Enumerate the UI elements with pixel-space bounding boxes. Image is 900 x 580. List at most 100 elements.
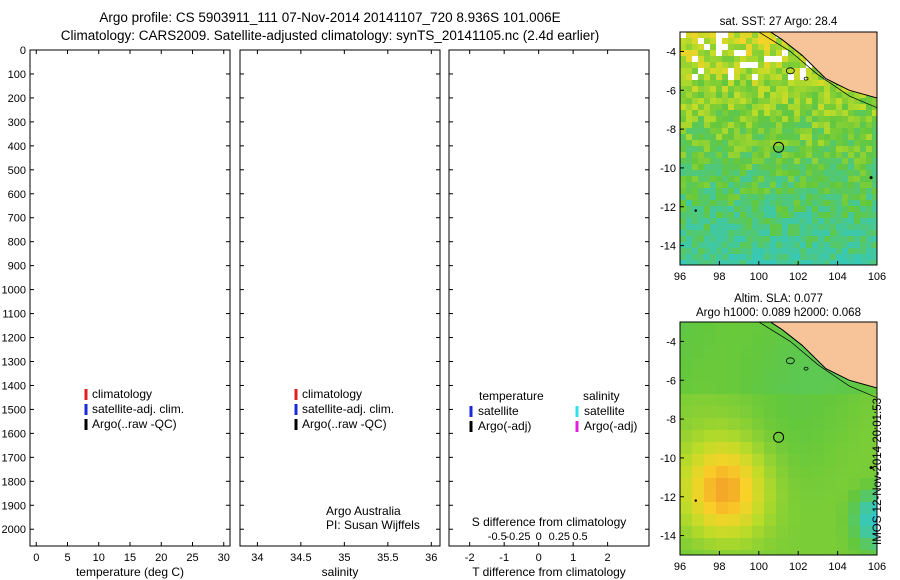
map-cell [752,170,759,177]
map-cell [710,98,717,105]
map-cell [836,394,849,407]
map-cell [764,110,771,117]
map-cell [776,110,783,117]
map-cell [824,254,831,261]
map-cell [746,260,753,265]
map-cell [842,152,849,159]
map-cell [734,170,741,177]
map-cell [752,242,759,249]
map-cell [704,140,711,147]
map-cell [698,248,705,255]
map-cell [752,176,759,183]
map-cell [866,176,873,183]
map-cell [770,74,777,81]
map-cell [764,254,771,261]
map-cell [716,146,723,153]
map-cell [770,98,777,105]
map-cell [824,194,831,201]
map-cell [752,382,765,395]
map-cell [848,212,855,219]
map-cell [860,514,873,527]
map-cell [680,116,687,123]
map-cell [776,80,783,87]
salinity-axis-label: S difference from climatology [472,515,627,529]
ytick-label: 1100 [2,309,26,321]
map-cell [692,406,705,419]
map-cell [788,236,795,243]
map-cell [680,158,687,165]
map-cell [728,200,735,207]
map-field-sst_map [680,32,877,265]
map-cell [818,110,825,117]
map-cell [764,442,777,455]
map-cell [836,140,843,147]
map-cell [752,50,759,57]
map-title-sst_map: sat. SST: 27 Argo: 28.4 [720,16,838,28]
map-cell [794,194,801,201]
map-cell [764,200,771,207]
island-outline [803,366,809,371]
map-cell [680,194,687,201]
map-cell [764,242,771,249]
map-cell [728,98,735,105]
map-cell [866,116,873,123]
map-cell [848,188,855,195]
map-cell [758,86,765,93]
map-cell [848,430,861,443]
map-cell [710,188,717,195]
map-cell [740,44,747,51]
map-cell-missing [764,56,770,62]
map-cell [830,140,837,147]
map-cell [728,206,735,213]
map-cell [722,104,729,111]
map-cell [800,418,813,431]
map-cell [800,466,813,479]
map-cell [806,146,813,153]
map-cell [716,194,723,201]
map-cell [704,164,711,171]
map-cell [776,146,783,153]
map-cell [800,182,807,189]
map-cell [818,98,825,105]
map-cell [848,236,855,243]
map-cell [680,92,687,99]
map-cell [782,140,789,147]
map-cell [806,212,813,219]
map-cell [704,56,711,63]
map-cell [764,334,777,347]
map-cell [794,224,801,231]
ytick-label: 600 [8,189,26,201]
map-cell [830,164,837,171]
map-cell [818,104,825,111]
map-cell [686,230,693,237]
map-cell [716,68,723,75]
map-cell [794,230,801,237]
map-cell [860,254,867,261]
map-cell [836,260,843,265]
map-cell [692,206,699,213]
map-cell [758,194,765,201]
map-cell [800,134,807,141]
map-cell [800,550,813,555]
map-cell [824,86,831,93]
map-cell [704,68,711,75]
map-xtick-label: 96 [674,561,686,573]
map-cell [854,212,861,219]
map-cell [830,158,837,165]
map-cell [722,230,729,237]
map-cell [824,134,831,141]
map-cell [752,334,765,347]
map-cell [836,92,843,99]
map-cell [770,146,777,153]
map-cell [818,242,825,249]
map-cell [764,260,771,265]
map-cell [740,502,753,515]
map-cell [860,526,873,539]
map-cell [680,50,687,57]
map-cell [758,140,765,147]
map-ytick-label: -8 [666,124,676,136]
map-cell [680,346,693,359]
map-cell [824,538,837,551]
map-cell [872,116,877,123]
map-cell [812,248,819,255]
